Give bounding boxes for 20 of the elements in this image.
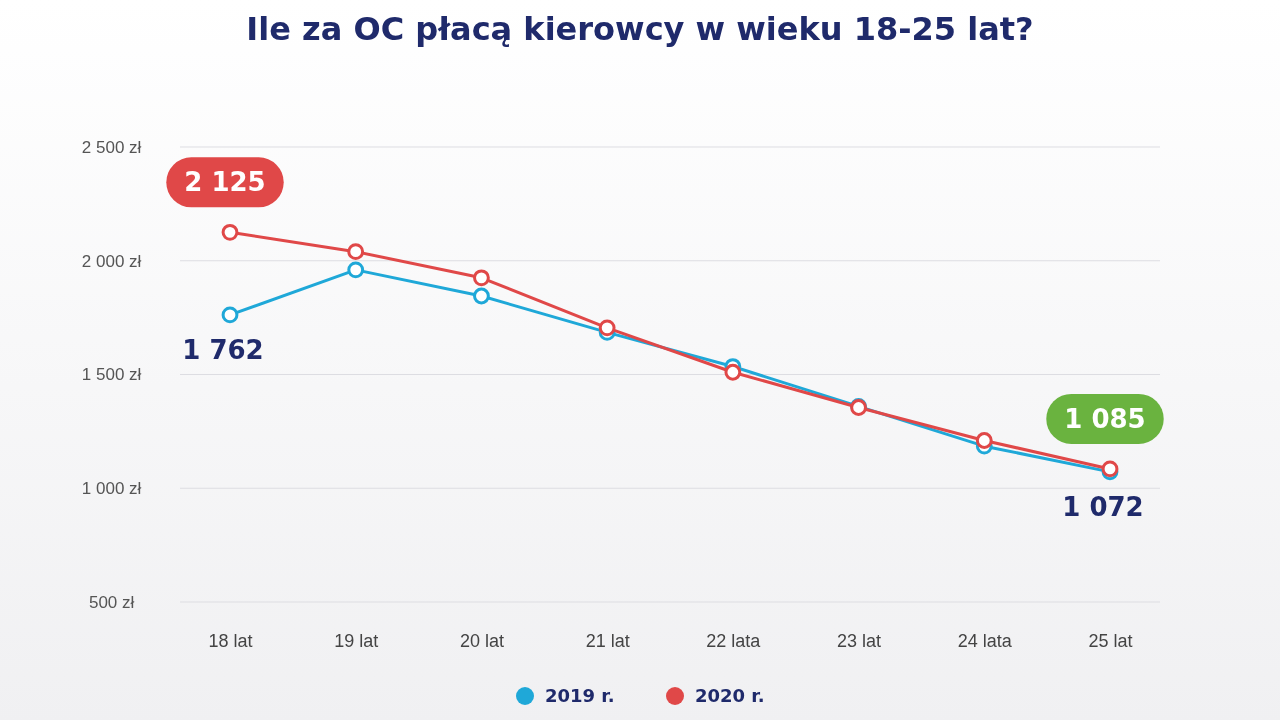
x-tick-label: 25 lat bbox=[1088, 630, 1133, 651]
x-tick-label: 20 lat bbox=[459, 630, 504, 651]
x-tick-label: 24 lata bbox=[957, 630, 1013, 651]
data-label: 2 125 bbox=[184, 167, 266, 198]
x-tick-label: 19 lat bbox=[334, 630, 379, 651]
data-label: 1 085 bbox=[1064, 403, 1146, 434]
x-tick-label: 18 lat bbox=[208, 630, 253, 651]
data-label: 1 072 bbox=[1062, 491, 1144, 522]
x-tick-label: 21 lat bbox=[585, 630, 630, 651]
x-tick-label: 23 lat bbox=[837, 630, 882, 651]
chart-title: Ile za OC płacą kierowcy w wieku 18-25 lat? bbox=[246, 10, 1034, 48]
y-tick-label: 500 zł bbox=[88, 592, 135, 612]
x-tick-label: 22 lata bbox=[706, 630, 762, 651]
data-label: 1 762 bbox=[182, 334, 264, 365]
y-tick-label: 1 500 zł bbox=[81, 365, 142, 385]
legend-label: 2019 r. bbox=[545, 685, 615, 706]
y-tick-label: 2 000 zł bbox=[81, 251, 142, 271]
legend-label: 2020 r. bbox=[695, 685, 765, 706]
y-tick-label: 2 500 zł bbox=[81, 137, 142, 157]
y-tick-label: 1 000 zł bbox=[81, 479, 142, 499]
